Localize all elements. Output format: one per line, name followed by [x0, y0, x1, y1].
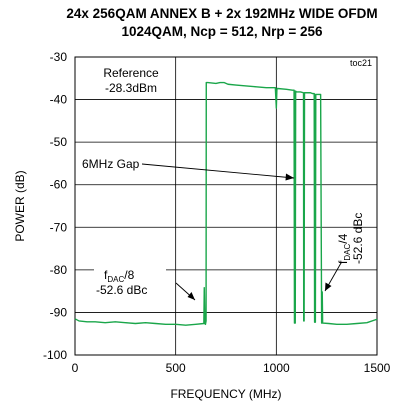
x-tick-label: 1500 — [364, 361, 391, 375]
toc-tag: toc21 — [350, 58, 372, 68]
fdac8-arrowhead — [187, 292, 195, 300]
svg-text:fDAC/8: fDAC/8 — [104, 268, 135, 284]
chart-subtitle: 1024QAM, Ncp = 512, Nrp = 256 — [121, 24, 323, 39]
y-tick-label: -50 — [50, 135, 68, 149]
plot-frame — [74, 56, 378, 356]
y-tick-label: -40 — [50, 93, 68, 107]
y-tick-label: -90 — [50, 305, 68, 319]
y-tick-label: -30 — [50, 50, 68, 64]
fdac4-arrowhead — [325, 282, 332, 291]
fdac4-f: f — [336, 260, 350, 264]
fdac8-div: /8 — [124, 268, 134, 282]
x-tick-labels: 0 500 1000 1500 — [72, 361, 391, 375]
fdac8-annotation: fDAC/8 -52.6 dBc — [94, 263, 196, 301]
y-tick-label: -80 — [50, 263, 68, 277]
fdac8-sub: DAC — [107, 275, 124, 284]
x-tick-label: 1000 — [263, 361, 290, 375]
fdac4-sub: DAC — [343, 244, 352, 261]
gap-annotation: 6MHz Gap — [78, 157, 295, 181]
x-tick-label: 0 — [72, 361, 79, 375]
fdac4-dbc: -52.6 dBc — [351, 213, 365, 264]
reference-label: Reference — [103, 66, 159, 80]
grid-lines — [75, 57, 377, 355]
y-tick-label: -100 — [43, 348, 67, 362]
y-axis-label: POWER (dB) — [13, 170, 27, 241]
fdac4-annotation: fDAC/4 -52.6 dBc — [324, 213, 365, 292]
x-tick-label: 500 — [166, 361, 186, 375]
y-tick-labels: -100 -90 -80 -70 -60 -50 -40 -30 — [43, 50, 67, 362]
chart-title: 24x 256QAM ANNEX B + 2x 192MHz WIDE OFDM — [66, 6, 377, 21]
fdac8-dbc: -52.6 dBc — [96, 283, 147, 297]
gap-label: 6MHz Gap — [82, 157, 140, 171]
gap-arrowhead — [285, 173, 294, 181]
y-tick-label: -60 — [50, 178, 68, 192]
reference-value: -28.3dBm — [105, 81, 157, 95]
svg-text:fDAC/4: fDAC/4 — [336, 233, 352, 264]
fdac8-f: f — [104, 268, 108, 282]
spectrum-trace — [74, 81, 378, 326]
x-axis-label: FREQUENCY (MHz) — [170, 387, 281, 401]
fdac4-div: /4 — [336, 233, 350, 243]
reference-annotation: Reference -28.3dBm — [94, 62, 168, 96]
y-tick-label: -70 — [50, 220, 68, 234]
